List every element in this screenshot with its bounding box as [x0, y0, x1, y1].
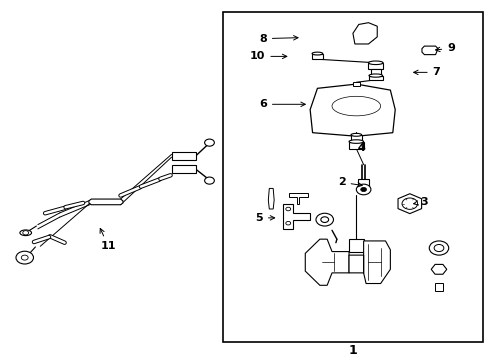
Polygon shape — [288, 193, 307, 204]
Bar — [368, 76, 382, 80]
Bar — [171, 165, 196, 173]
Text: 5: 5 — [255, 213, 274, 223]
Ellipse shape — [311, 52, 322, 55]
Ellipse shape — [350, 134, 361, 136]
Text: 9: 9 — [435, 43, 454, 53]
Circle shape — [21, 255, 28, 260]
Text: 4: 4 — [357, 143, 365, 153]
Polygon shape — [352, 23, 376, 44]
Bar — [171, 152, 196, 160]
Bar — [222, 12, 482, 342]
Bar — [348, 141, 363, 149]
Text: 10: 10 — [249, 51, 286, 62]
Text: 3: 3 — [413, 197, 427, 207]
Circle shape — [23, 231, 29, 235]
Ellipse shape — [20, 230, 31, 235]
Polygon shape — [305, 239, 348, 285]
Bar — [351, 134, 361, 139]
Bar — [368, 63, 382, 69]
Text: 8: 8 — [259, 33, 297, 44]
Circle shape — [360, 187, 366, 192]
Polygon shape — [421, 46, 437, 55]
Bar — [370, 69, 380, 76]
Polygon shape — [268, 188, 274, 209]
Circle shape — [320, 217, 328, 222]
Polygon shape — [89, 199, 122, 205]
Circle shape — [285, 207, 290, 211]
Polygon shape — [348, 239, 363, 252]
Text: 2: 2 — [337, 177, 362, 187]
Bar — [311, 54, 322, 59]
Circle shape — [204, 139, 214, 146]
Text: 6: 6 — [259, 99, 305, 109]
Bar — [352, 82, 359, 86]
Ellipse shape — [348, 140, 363, 143]
Text: 1: 1 — [347, 345, 356, 357]
Bar — [358, 179, 368, 189]
Circle shape — [428, 241, 448, 255]
Polygon shape — [283, 204, 309, 229]
Circle shape — [285, 221, 290, 225]
Polygon shape — [309, 84, 394, 136]
Text: 7: 7 — [413, 67, 440, 77]
Circle shape — [315, 213, 333, 226]
Circle shape — [433, 244, 443, 252]
Text: 11: 11 — [100, 229, 116, 251]
Ellipse shape — [368, 74, 382, 77]
Circle shape — [401, 198, 417, 210]
Circle shape — [356, 184, 370, 195]
Bar — [350, 135, 361, 141]
Bar — [434, 283, 442, 291]
Circle shape — [16, 251, 33, 264]
Polygon shape — [348, 241, 389, 284]
Circle shape — [204, 177, 214, 184]
Ellipse shape — [368, 61, 382, 64]
